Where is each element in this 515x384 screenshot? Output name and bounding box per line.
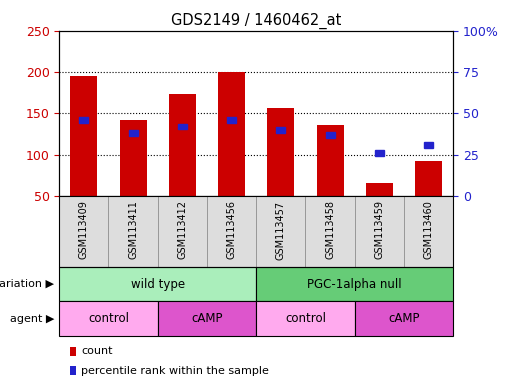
Bar	[129, 130, 138, 136]
Bar	[267, 108, 295, 196]
Bar	[277, 127, 285, 133]
Bar	[178, 124, 187, 129]
Bar	[227, 117, 236, 123]
Text: cAMP: cAMP	[388, 312, 420, 325]
Bar	[71, 76, 97, 196]
Text: GSM113459: GSM113459	[374, 200, 384, 260]
Text: PGC-1alpha null: PGC-1alpha null	[307, 278, 402, 291]
Text: GSM113456: GSM113456	[227, 200, 236, 260]
Text: genotype/variation ▶: genotype/variation ▶	[0, 279, 54, 289]
Text: agent ▶: agent ▶	[10, 314, 54, 324]
Text: GSM113409: GSM113409	[79, 200, 89, 259]
Text: GSM113460: GSM113460	[423, 200, 434, 259]
Bar	[218, 72, 245, 196]
Bar	[119, 120, 147, 196]
Text: GSM113458: GSM113458	[325, 200, 335, 260]
Bar	[375, 150, 384, 156]
Bar	[317, 125, 344, 196]
Bar	[169, 94, 196, 196]
Text: GSM113457: GSM113457	[276, 200, 286, 260]
Text: control: control	[285, 312, 326, 325]
Text: cAMP: cAMP	[191, 312, 222, 325]
Bar	[415, 161, 442, 196]
Text: wild type: wild type	[131, 278, 185, 291]
Bar	[366, 184, 393, 196]
Text: control: control	[88, 312, 129, 325]
Title: GDS2149 / 1460462_at: GDS2149 / 1460462_at	[171, 13, 341, 29]
Text: percentile rank within the sample: percentile rank within the sample	[81, 366, 269, 376]
Bar	[79, 117, 88, 123]
Text: GSM113411: GSM113411	[128, 200, 138, 259]
Text: count: count	[81, 346, 113, 356]
Bar	[424, 142, 433, 147]
Text: GSM113412: GSM113412	[177, 200, 187, 260]
Bar	[325, 132, 335, 137]
